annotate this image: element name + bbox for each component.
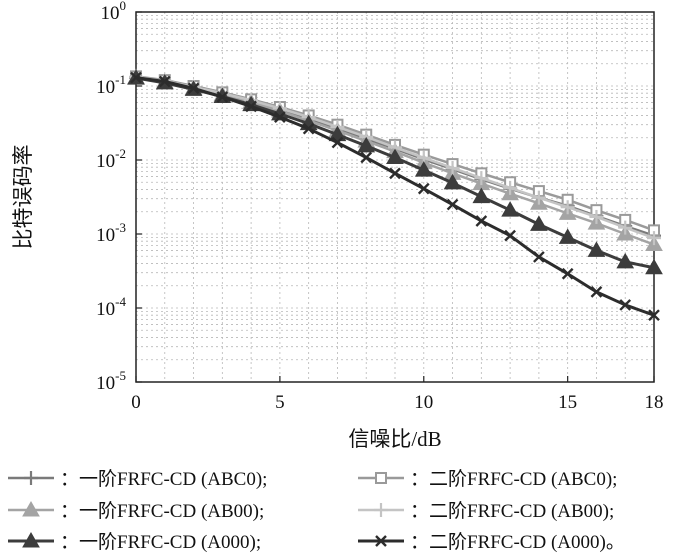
- series-5-point: [414, 161, 433, 177]
- series-6-point: [475, 215, 488, 227]
- series-5-point: [558, 228, 577, 244]
- x-tick-label: 0: [131, 392, 141, 413]
- series-4-point: [474, 171, 489, 186]
- x-tick-label: 5: [275, 392, 285, 413]
- y-tick-label: 10-5: [96, 368, 126, 394]
- series-6-point: [561, 267, 574, 280]
- series-6-point: [274, 111, 286, 123]
- series-4-point: [589, 209, 604, 224]
- legend-swatch-marker: [375, 535, 387, 547]
- legend-label: ：二阶FRFC-CD (AB00);: [410, 500, 614, 522]
- legend-label: ：一阶FRFC-CD (ABC0);: [60, 468, 267, 490]
- x-tick-label: 15: [558, 392, 577, 413]
- axis-ticks: 0 5 10 15 18 100 10-1 10-2 10-3 10-4 10-5: [96, 0, 663, 413]
- series-5-point: [587, 241, 606, 257]
- series-lines: [127, 68, 663, 322]
- series-6-point: [360, 151, 373, 164]
- series-6-point: [187, 82, 200, 95]
- legend-swatch-marker: [22, 531, 40, 548]
- series-4-point: [503, 180, 518, 195]
- series-5-point: [616, 252, 635, 269]
- series-6-point: [389, 167, 401, 180]
- plot-area-frame: [135, 11, 655, 383]
- y-tick-label: 10-3: [96, 220, 126, 246]
- legend-swatch-marker: [374, 503, 388, 517]
- y-tick-label: 10-2: [96, 146, 126, 172]
- legend-label: ：一阶FRFC-CD (A000);: [60, 531, 261, 553]
- x-tick-label: 18: [645, 392, 664, 413]
- series-6-point: [216, 91, 229, 103]
- series-5-point: [645, 258, 663, 275]
- legend: ：一阶FRFC-CD (ABC0); ：二阶FRFC-CD (ABC0); ：一阶F…: [8, 468, 625, 553]
- series-6-point: [590, 286, 603, 298]
- series-4-point: [560, 200, 575, 215]
- legend-item: ：一阶FRFC-CD (ABC0);: [8, 468, 267, 490]
- y-tick-label: 10-1: [96, 72, 126, 98]
- series-6-point: [302, 122, 315, 135]
- x-tick-label: 10: [414, 392, 433, 413]
- series-5-point: [472, 187, 491, 204]
- series-4-point: [618, 220, 633, 235]
- legend-swatch-marker: [22, 500, 40, 517]
- series-5-point: [501, 201, 519, 217]
- legend-item: ：二阶FRFC-CD (ABC0);: [358, 468, 617, 490]
- legend-swatch-marker: [375, 472, 387, 484]
- series-6-point: [158, 75, 171, 88]
- series-6-point: [446, 198, 459, 211]
- series-6-point: [648, 309, 660, 322]
- y-tick-label: 10-4: [96, 294, 126, 320]
- series-6-point: [417, 182, 430, 195]
- legend-swatch-marker: [24, 471, 38, 485]
- series-4-point: [531, 190, 546, 205]
- legend-item: ：一阶FRFC-CD (A000);: [8, 531, 261, 553]
- legend-label: ：二阶FRFC-CD (ABC0);: [410, 468, 617, 490]
- series-4-point: [445, 160, 460, 175]
- series-6-point: [130, 71, 142, 84]
- legend-label: ：一阶FRFC-CD (AB00);: [60, 500, 264, 522]
- series-6-point: [331, 136, 344, 149]
- series-4-point: [647, 231, 661, 246]
- x-axis-title: 信噪比/dB: [348, 427, 441, 451]
- series-6-point: [619, 299, 632, 311]
- y-tick-label: 100: [101, 0, 127, 24]
- series-5-point: [386, 148, 404, 165]
- legend-label: ：二阶FRFC-CD (A000)。: [410, 531, 625, 553]
- series-6-point: [533, 251, 545, 263]
- series-5-point: [357, 136, 376, 153]
- series-6-point: [245, 100, 257, 113]
- legend-item: ：二阶FRFC-CD (AB00);: [358, 500, 614, 522]
- series-5-point: [443, 173, 462, 190]
- series-6: [130, 71, 660, 322]
- series-6-point: [504, 229, 516, 242]
- legend-item: ：一阶FRFC-CD (AB00);: [8, 500, 264, 522]
- legend-item: ：二阶FRFC-CD (A000)。: [358, 531, 625, 553]
- series-5-point: [530, 215, 548, 231]
- y-axis-title: 比特误码率: [11, 145, 35, 250]
